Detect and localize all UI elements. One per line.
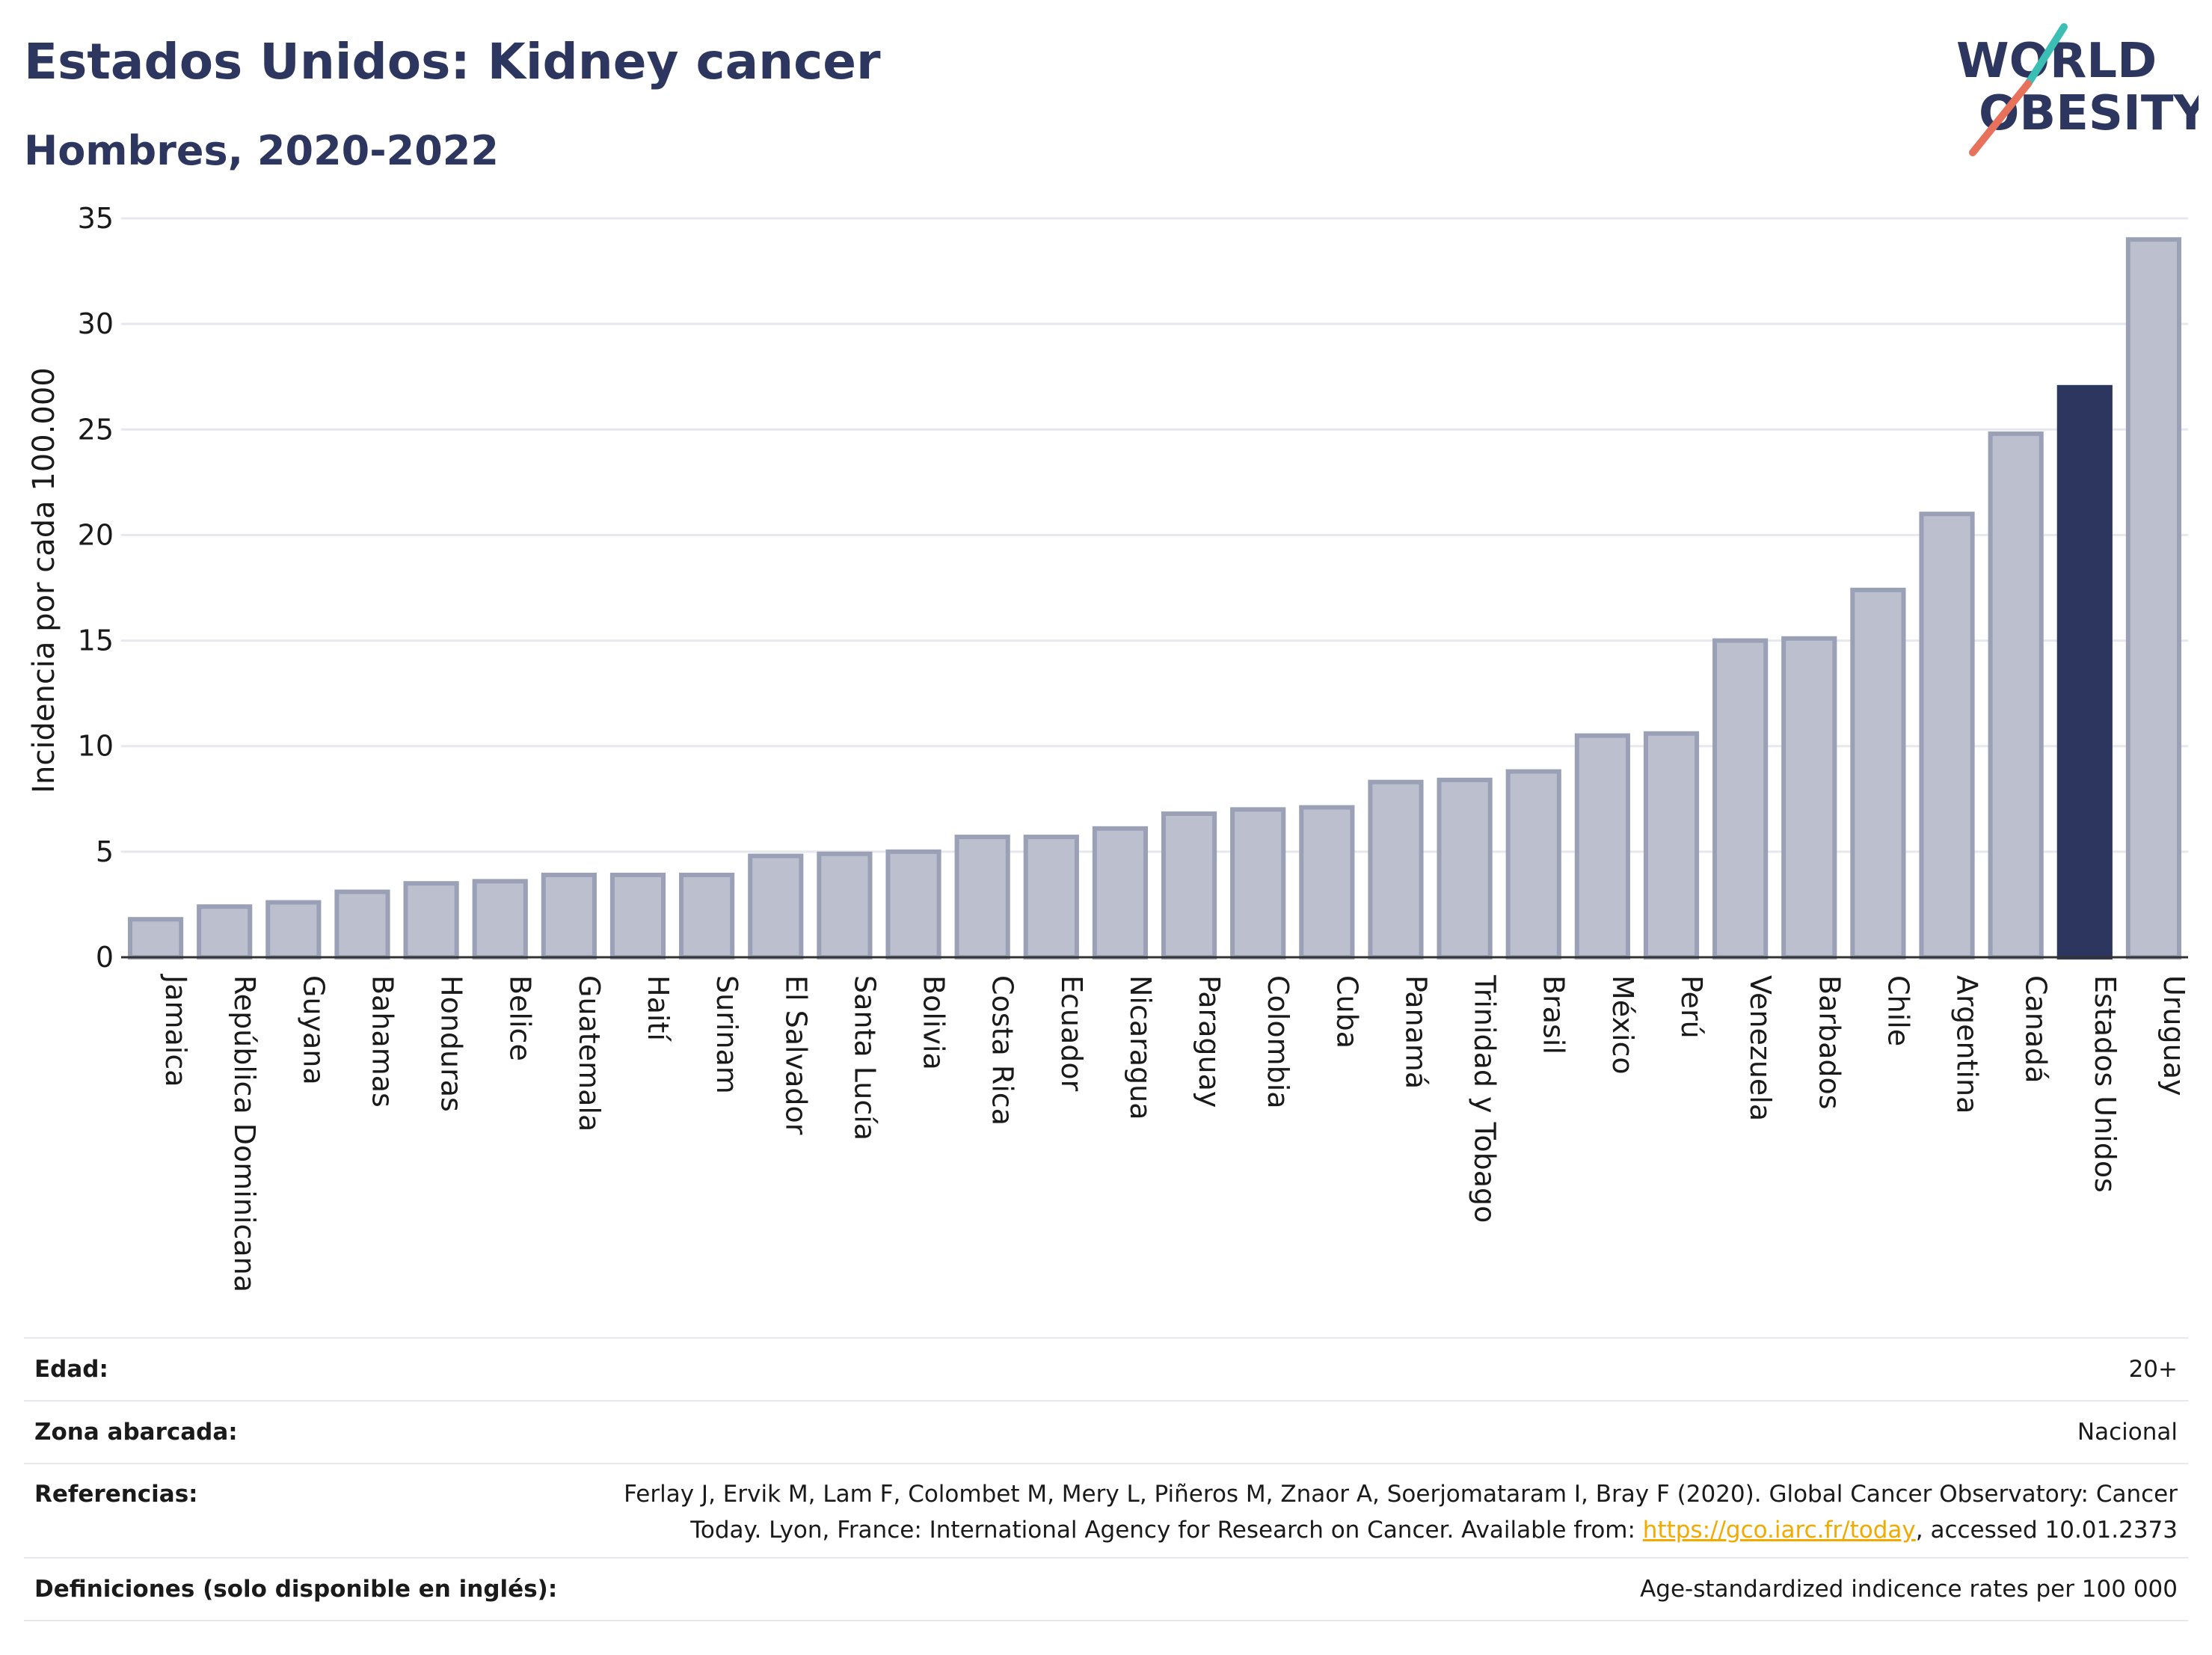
meta-row-coverage: Zona abarcada: Nacional	[24, 1400, 2188, 1463]
x-tick-label: Bahamas	[366, 975, 399, 1108]
reference-link[interactable]: https://gco.iarc.fr/today	[1642, 1517, 1916, 1544]
bar-canad-	[1988, 431, 2044, 959]
bar-guyana	[265, 900, 322, 959]
metadata-table: Edad: 20+ Zona abarcada: Nacional Refere…	[24, 1337, 2188, 1621]
x-tick-label: Perú	[1675, 975, 1708, 1039]
bar-honduras	[403, 881, 459, 959]
meta-value-age: 20+	[2128, 1356, 2178, 1383]
meta-value-coverage: Nacional	[2077, 1419, 2178, 1446]
reference-line-2: Today. Lyon, France: International Agenc…	[624, 1512, 2178, 1548]
x-tick-label: Chile	[1881, 975, 1914, 1046]
chart-subtitle: Hombres, 2020-2022	[24, 127, 499, 174]
bar-colombia	[1230, 807, 1286, 960]
bar-argentina	[1919, 512, 1975, 959]
logo-slash-teal	[2024, 23, 2068, 87]
x-tick-label: Haití	[642, 975, 675, 1042]
x-tick-label: Panamá	[1399, 975, 1432, 1089]
bar-guatemala	[541, 872, 597, 959]
x-tick-label: Bolivia	[918, 975, 950, 1070]
x-axis-ticks: Jamaica República Dominicana Guyana Bahamas…	[159, 974, 2190, 1292]
x-tick-label: Guyana	[297, 975, 330, 1085]
meta-value-definitions: Age-standardized indicence rates per 100…	[1640, 1576, 2178, 1603]
x-tick-label: México	[1606, 975, 1639, 1075]
reference-line-2-post: , accessed 10.01.2373	[1915, 1517, 2178, 1544]
y-tick-label: 0	[96, 941, 114, 974]
bar-jamaica	[127, 917, 184, 960]
x-tick-label: Santa Lucía	[848, 975, 881, 1140]
bar-santa-luc-a	[817, 851, 873, 960]
x-tick-label: República Dominicana	[228, 975, 261, 1292]
x-tick-label: Costa Rica	[986, 975, 1019, 1126]
meta-label-definitions: Definiciones (solo disponible en inglés)…	[34, 1576, 558, 1603]
bar-panam-	[1368, 779, 1424, 960]
x-tick-label: Surinam	[710, 975, 743, 1094]
bar-nicaragua	[1092, 826, 1149, 959]
bar-cuba	[1299, 805, 1355, 959]
meta-label-coverage: Zona abarcada:	[34, 1419, 238, 1446]
x-tick-label: Paraguay	[1193, 975, 1226, 1108]
y-tick-label: 5	[96, 835, 114, 868]
x-tick-label: Trinidad y Tobago	[1469, 974, 1502, 1223]
meta-value-references: Ferlay J, Ervik M, Lam F, Colombet M, Me…	[624, 1464, 2188, 1548]
x-tick-label: Colombia	[1262, 975, 1294, 1109]
x-tick-label: Nicaragua	[1124, 975, 1157, 1120]
bar-rep-blica-dominicana	[197, 904, 253, 960]
bar-paraguay	[1161, 811, 1217, 959]
x-tick-label: Guatemala	[573, 975, 606, 1132]
y-tick-label: 25	[78, 413, 114, 446]
logo-slash-coral	[1969, 80, 2032, 156]
bar-chart: 0 5 10 15 20 25 30 35 Jamaica República Dominica…	[27, 202, 2190, 1292]
x-tick-label: Canadá	[2020, 975, 2053, 1084]
y-tick-label: 15	[78, 624, 114, 657]
y-tick-label: 10	[78, 730, 114, 763]
meta-row-definitions: Definiciones (solo disponible en inglés)…	[24, 1557, 2188, 1621]
bar-el-salvador	[748, 853, 804, 959]
meta-row-references: Referencias: Ferlay J, Ervik M, Lam F, C…	[24, 1463, 2188, 1557]
meta-label-age: Edad:	[34, 1356, 108, 1383]
bar-uruguay	[2125, 237, 2182, 959]
y-axis-label: Incidencia por cada 100.000	[27, 367, 61, 793]
grid-lines	[121, 217, 2188, 853]
bar-trinidad-y-tobago	[1437, 777, 1493, 959]
reference-line-2-pre: Today. Lyon, France: International Agenc…	[690, 1517, 1643, 1544]
meta-row-age: Edad: 20+	[24, 1337, 2188, 1400]
x-tick-label: El Salvador	[779, 975, 812, 1135]
bar-bolivia	[885, 849, 941, 960]
bar-costa-rica	[954, 835, 1010, 960]
chart-title: Estados Unidos: Kidney cancer	[24, 33, 881, 90]
x-tick-label: Brasil	[1537, 975, 1570, 1054]
y-tick-label: 35	[78, 202, 114, 235]
x-tick-label: Argentina	[1951, 975, 1984, 1114]
bar-hait-	[609, 872, 666, 959]
bar-venezuela	[1712, 638, 1769, 959]
bar-m-xico	[1574, 733, 1630, 959]
reference-line-1: Ferlay J, Ervik M, Lam F, Colombet M, Me…	[624, 1481, 2178, 1508]
bar-bahamas	[334, 889, 390, 960]
x-tick-label: Jamaica	[159, 974, 192, 1087]
meta-label-references: Referencias:	[34, 1481, 198, 1508]
x-tick-label: Estados Unidos	[2089, 975, 2122, 1193]
x-tick-label: Cuba	[1330, 975, 1363, 1048]
bar-ecuador	[1023, 835, 1079, 960]
bar-per-	[1643, 731, 1700, 960]
y-axis-ticks: 0 5 10 15 20 25 30 35	[78, 202, 114, 974]
x-tick-label: Uruguay	[2157, 975, 2190, 1096]
bar-chile	[1850, 587, 1906, 960]
x-tick-label: Honduras	[435, 975, 468, 1112]
bar-estados-unidos	[2056, 384, 2113, 959]
bar-brasil	[1505, 769, 1561, 960]
y-tick-label: 20	[78, 518, 114, 551]
x-tick-label: Barbados	[1813, 975, 1846, 1110]
bars	[127, 237, 2182, 960]
bar-belice	[472, 879, 528, 960]
x-tick-label: Ecuador	[1055, 975, 1088, 1092]
y-tick-label: 30	[78, 307, 114, 340]
x-tick-label: Venezuela	[1744, 975, 1777, 1121]
world-obesity-logo: WORLD OBESITY	[1956, 23, 2199, 156]
x-tick-label: Belice	[504, 975, 537, 1061]
bar-barbados	[1781, 636, 1837, 960]
bar-surinam	[679, 872, 735, 959]
